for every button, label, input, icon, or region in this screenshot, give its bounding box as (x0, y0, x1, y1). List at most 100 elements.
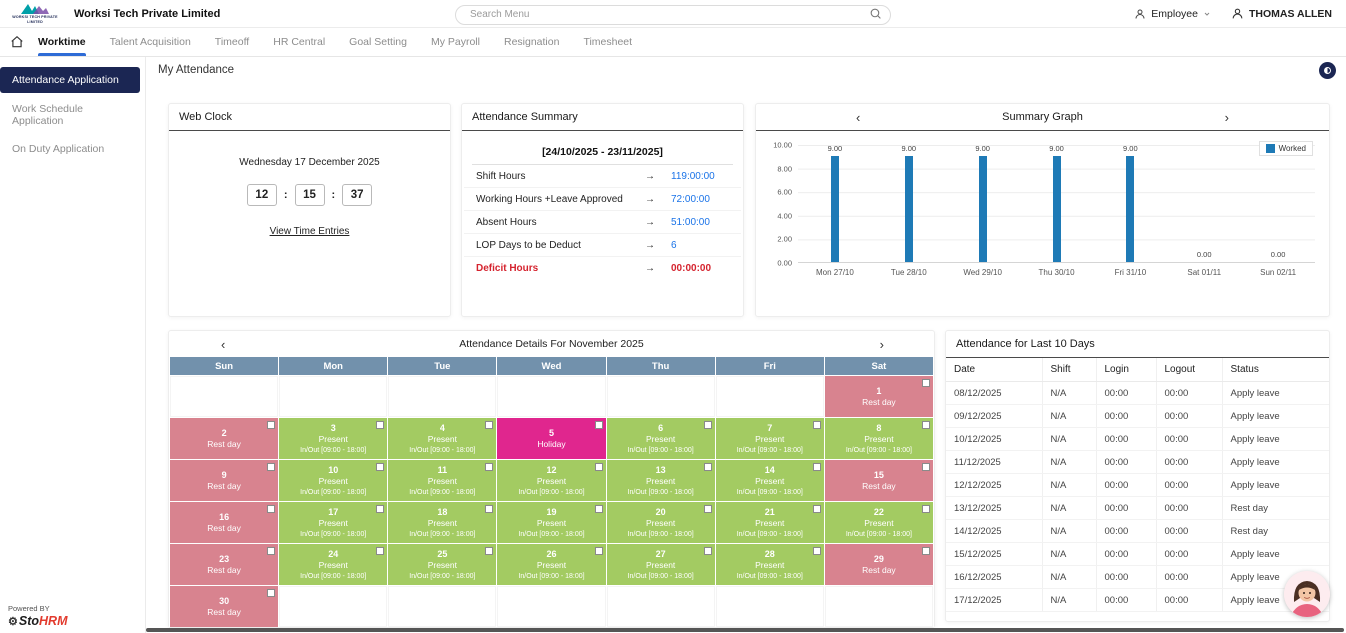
calendar-day-cell[interactable]: 6 Present In/Out [09:00 - 18:00] (606, 418, 715, 459)
day-checkbox[interactable] (267, 547, 276, 555)
nav-item-timesheet[interactable]: Timesheet (583, 28, 632, 56)
calendar-day-cell[interactable]: 18 Present In/Out [09:00 - 18:00] (388, 502, 497, 543)
chatbot-avatar[interactable] (1284, 571, 1330, 617)
day-status-label: Present (645, 560, 676, 571)
day-checkbox[interactable] (485, 547, 494, 555)
calendar-day-cell[interactable]: 13 Present In/Out [09:00 - 18:00] (606, 460, 715, 501)
calendar-day-cell[interactable]: 29 Rest day (824, 544, 933, 585)
calendar-day-cell[interactable]: 11 Present In/Out [09:00 - 18:00] (388, 460, 497, 501)
theme-toggle-icon[interactable] (1319, 62, 1336, 79)
day-number: 8 (876, 422, 882, 433)
day-checkbox[interactable] (376, 505, 385, 513)
calendar-day-cell[interactable]: 15 Rest day (824, 460, 933, 501)
worked-bar (1126, 155, 1135, 262)
calendar-prev-icon[interactable]: ‹ (221, 336, 226, 352)
day-checkbox[interactable] (376, 547, 385, 555)
day-checkbox[interactable] (267, 421, 276, 429)
day-checkbox[interactable] (703, 463, 712, 471)
day-checkbox[interactable] (485, 421, 494, 429)
day-checkbox[interactable] (922, 463, 930, 471)
day-number: 23 (219, 553, 230, 564)
view-time-entries-link[interactable]: View Time Entries (269, 226, 350, 237)
nav-item-talent-acquisition[interactable]: Talent Acquisition (110, 28, 191, 56)
date-cell: 13/12/2025 (946, 496, 1043, 520)
calendar-day-cell[interactable]: 28 Present In/Out [09:00 - 18:00] (715, 544, 824, 585)
day-checkbox[interactable] (594, 463, 603, 471)
calendar-day-cell[interactable]: 23 Rest day (170, 544, 279, 585)
graph-prev-icon[interactable]: ‹ (856, 109, 861, 125)
day-checkbox[interactable] (703, 505, 712, 513)
calendar-day-cell[interactable]: 3 Present In/Out [09:00 - 18:00] (279, 418, 388, 459)
clock-separator: : (331, 189, 336, 201)
day-checkbox[interactable] (376, 421, 385, 429)
clock-hours: 12 (246, 184, 277, 206)
day-checkbox[interactable] (267, 463, 276, 471)
nav-item-timeoff[interactable]: Timeoff (215, 28, 249, 56)
calendar-day-cell[interactable]: 7 Present In/Out [09:00 - 18:00] (715, 418, 824, 459)
calendar-day-cell[interactable]: 12 Present In/Out [09:00 - 18:00] (497, 460, 606, 501)
day-checkbox[interactable] (267, 505, 276, 513)
day-checkbox[interactable] (376, 463, 385, 471)
day-checkbox[interactable] (594, 547, 603, 555)
y-axis: 10.00 8.00 6.00 4.00 2.00 0.00 (764, 141, 798, 268)
user-menu[interactable]: THOMAS ALLEN (1231, 7, 1332, 20)
calendar-day-cell[interactable]: 30 Rest day (170, 586, 279, 627)
calendar-day-cell[interactable]: 17 Present In/Out [09:00 - 18:00] (279, 502, 388, 543)
day-status-label: Present (755, 560, 785, 571)
calendar-day-cell[interactable]: 8 Present In/Out [09:00 - 18:00] (824, 418, 933, 459)
sidebar-item-attendance-application[interactable]: Attendance Application (0, 67, 140, 93)
company-name: Worksi Tech Private Limited (74, 7, 221, 20)
day-checkbox[interactable] (922, 421, 930, 429)
day-number: 28 (764, 548, 775, 559)
day-checkbox[interactable] (703, 421, 712, 429)
day-checkbox[interactable] (922, 547, 930, 555)
day-number: 9 (221, 469, 227, 480)
sidebar-item-work-schedule-application[interactable]: Work Schedule Application (12, 103, 84, 127)
calendar-day-cell[interactable]: 27 Present In/Out [09:00 - 18:00] (606, 544, 715, 585)
day-checkbox[interactable] (485, 505, 494, 513)
nav-item-goal-setting[interactable]: Goal Setting (349, 28, 407, 56)
calendar-day-cell[interactable]: 20 Present In/Out [09:00 - 18:00] (606, 502, 715, 543)
day-checkbox[interactable] (922, 379, 930, 387)
calendar-day-cell[interactable]: 24 Present In/Out [09:00 - 18:00] (279, 544, 388, 585)
summary-label: Absent Hours (476, 216, 537, 228)
nav-item-resignation[interactable]: Resignation (504, 28, 559, 56)
day-checkbox[interactable] (485, 463, 494, 471)
calendar-day-cell[interactable]: 19 Present In/Out [09:00 - 18:00] (497, 502, 606, 543)
calendar-next-icon[interactable]: › (879, 336, 884, 352)
day-checkbox[interactable] (812, 505, 821, 513)
day-checkbox[interactable] (594, 505, 603, 513)
employee-dropdown[interactable]: Employee (1134, 8, 1211, 20)
day-checkbox[interactable] (594, 421, 603, 429)
search-icon[interactable] (869, 7, 882, 25)
shift-cell: N/A (1042, 473, 1097, 497)
calendar-day-cell[interactable]: 1 Rest day (824, 376, 933, 417)
calendar-day-cell[interactable]: 21 Present In/Out [09:00 - 18:00] (715, 502, 824, 543)
sidebar-item-on-duty-application[interactable]: On Duty Application (12, 143, 105, 155)
calendar-day-cell[interactable]: 22 Present In/Out [09:00 - 18:00] (824, 502, 933, 543)
calendar-day-cell[interactable]: 14 Present In/Out [09:00 - 18:00] (715, 460, 824, 501)
nav-item-hr-central[interactable]: HR Central (273, 28, 325, 56)
graph-next-icon[interactable]: › (1224, 109, 1229, 125)
calendar-day-cell[interactable]: 4 Present In/Out [09:00 - 18:00] (388, 418, 497, 459)
calendar-day-cell[interactable]: 10 Present In/Out [09:00 - 18:00] (279, 460, 388, 501)
day-checkbox[interactable] (703, 547, 712, 555)
day-checkbox[interactable] (812, 463, 821, 471)
day-checkbox[interactable] (812, 421, 821, 429)
calendar-day-cell[interactable]: 2 Rest day (170, 418, 279, 459)
day-checkbox[interactable] (267, 589, 276, 597)
nav-item-worktime[interactable]: Worktime (38, 28, 86, 56)
last-10-days-title: Attendance for Last 10 Days (946, 331, 1329, 358)
column-header: Date (946, 358, 1043, 382)
calendar-day-cell[interactable]: 26 Present In/Out [09:00 - 18:00] (497, 544, 606, 585)
horizontal-scrollbar[interactable] (146, 628, 1344, 632)
search-input[interactable] (455, 4, 891, 25)
home-icon[interactable] (10, 35, 24, 49)
nav-item-my-payroll[interactable]: My Payroll (431, 28, 480, 56)
calendar-day-cell[interactable]: 9 Rest day (170, 460, 279, 501)
calendar-day-cell[interactable]: 25 Present In/Out [09:00 - 18:00] (388, 544, 497, 585)
calendar-day-cell[interactable]: 16 Rest day (170, 502, 279, 543)
calendar-day-cell[interactable]: 5 Holiday (497, 418, 606, 459)
day-checkbox[interactable] (922, 505, 930, 513)
day-checkbox[interactable] (812, 547, 821, 555)
